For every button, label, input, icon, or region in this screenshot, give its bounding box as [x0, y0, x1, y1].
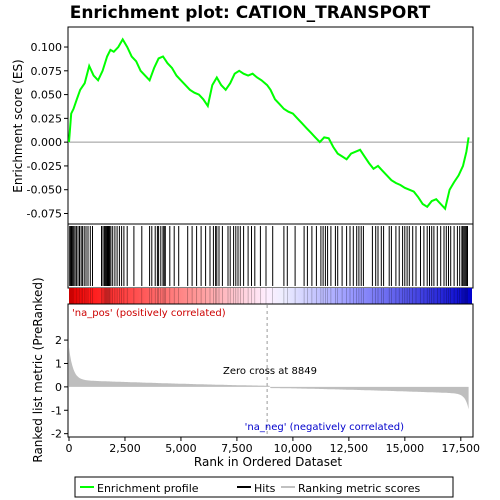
es-y-tick-label: 0.025	[31, 112, 63, 125]
rank-gradient-bar	[69, 288, 472, 304]
colorbar-hit-ticks	[69, 288, 468, 304]
legend-frame	[74, 476, 454, 498]
x-axis-label: Rank in Ordered Dataset	[194, 455, 342, 469]
legend-metric-label: Ranking metric scores	[298, 482, 420, 495]
neg-correlated-label: 'na_neg' (negatively correlated)	[245, 422, 404, 433]
es-y-tick-label: -0.050	[27, 184, 62, 197]
metric-y-tick-label: 1	[55, 357, 62, 370]
es-y-tick-label: 0.000	[31, 136, 63, 149]
metric-y-tick-label: -1	[51, 404, 62, 417]
es-y-tick-label: -0.025	[27, 160, 62, 173]
hits-panel-frame	[67, 223, 474, 289]
x-tick-label: 12,500	[330, 442, 369, 455]
legend: Enrichment profile Hits Ranking metric s…	[74, 476, 454, 498]
es-panel-frame	[67, 26, 474, 225]
enrichment-profile-line	[68, 37, 470, 211]
x-tick-label: 5,000	[165, 442, 197, 455]
metric-y-axis: -2 -1 0 1 2	[51, 334, 68, 441]
es-y-axis-label: Enrichment score (ES)	[11, 59, 25, 192]
metric-y-axis-label: Ranked list metric (PreRanked)	[31, 277, 45, 462]
es-y-axis: -0.075 -0.050 -0.025 0.000 0.025 0.050 0.075 0.…	[27, 41, 68, 220]
rank-color-bar	[69, 288, 472, 304]
x-tick-label: 10,000	[274, 442, 313, 455]
hits-panel	[67, 223, 474, 289]
zero-cross-label: Zero cross at 8849	[223, 366, 317, 377]
x-tick-label: 17,500	[442, 442, 481, 455]
es-y-tick-label: 0.050	[31, 89, 63, 102]
x-tick-label: 7,500	[221, 442, 253, 455]
legend-enrichment-label: Enrichment profile	[97, 482, 199, 495]
x-tick-label: 15,000	[386, 442, 425, 455]
pos-correlated-label: 'na_pos' (positively correlated)	[72, 308, 226, 319]
metric-y-tick-label: 0	[55, 381, 62, 394]
x-tick-label: 0	[66, 442, 73, 455]
es-y-tick-label: 0.075	[31, 65, 63, 78]
es-panel: -0.075 -0.050 -0.025 0.000 0.025 0.050 0.075 0.…	[11, 26, 474, 225]
chart-title: Enrichment plot: CATION_TRANSPORT	[70, 3, 431, 23]
legend-hits-label: Hits	[254, 482, 276, 495]
metric-y-tick-label: -2	[51, 428, 62, 441]
es-y-tick-label: -0.075	[27, 207, 62, 220]
metric-y-tick-label: 2	[55, 334, 62, 347]
x-axis: 0 2,500 5,000 7,500 10,000 12,500 15,000 17,500	[66, 437, 481, 455]
metric-panel: -2 -1 0 1 2 'na_pos' (positively correlated)…	[31, 277, 474, 463]
es-y-tick-label: 0.100	[31, 41, 63, 54]
hit-lines	[69, 226, 468, 286]
metric-panel-frame	[67, 303, 474, 438]
x-tick-label: 2,500	[109, 442, 141, 455]
